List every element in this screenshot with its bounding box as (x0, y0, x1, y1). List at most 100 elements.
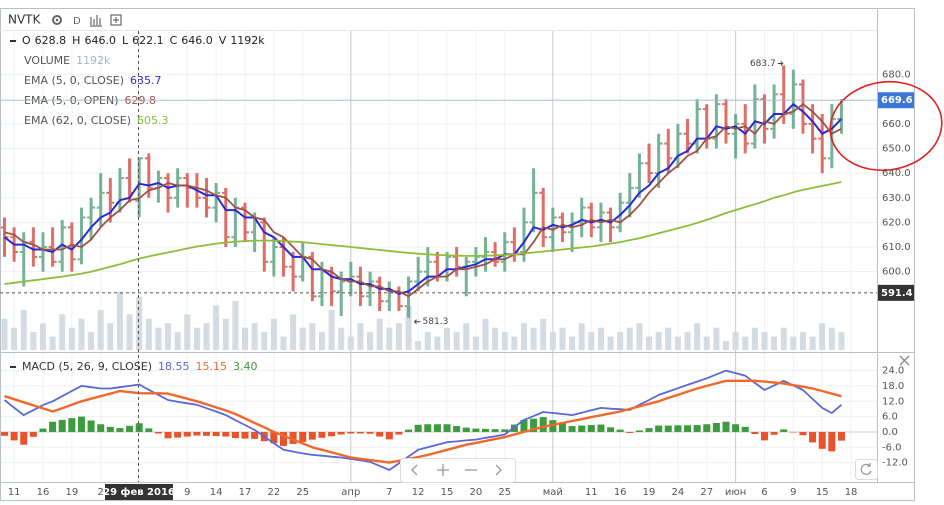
volume-bar (723, 341, 729, 350)
volume-bar (665, 327, 672, 350)
macd-legend: MACD (5, 26, 9, CLOSE) 18.55 15.15 3.40 (22, 360, 258, 373)
ema-line (4, 103, 842, 298)
histogram-bar (549, 420, 557, 432)
volume-bar (395, 323, 402, 350)
y-tick-label: 6.0 (882, 412, 898, 423)
interval[interactable]: D (73, 16, 81, 27)
histogram-bar (87, 420, 95, 432)
ohlc-bar (452, 247, 461, 277)
histogram-bar (164, 431, 172, 439)
volume-bar (280, 336, 287, 350)
ohlc-bar (173, 168, 182, 208)
histogram-bar (58, 419, 66, 432)
volume-bar (578, 323, 585, 350)
collapse-icon[interactable] (10, 366, 16, 368)
volume-bar (165, 323, 172, 350)
close-panel-button[interactable] (899, 355, 910, 366)
histogram-bar (664, 425, 672, 432)
ohlc-bar (760, 94, 769, 144)
volume-bar (434, 336, 441, 350)
volume-bar (549, 332, 556, 350)
histogram-bar (607, 427, 615, 432)
ohlc-bar (164, 173, 173, 213)
histogram-bar (366, 431, 374, 434)
volume-bar (68, 327, 75, 350)
ohlc-bar (77, 207, 86, 265)
symbol[interactable]: NVTK (8, 13, 42, 27)
volume-bar (819, 323, 826, 350)
histogram-bar (405, 429, 413, 432)
ohlc-bar (500, 232, 509, 272)
volume-bar (126, 314, 133, 350)
histogram-bar (376, 431, 384, 437)
histogram-bar (1, 431, 8, 436)
ohlc-key: H (72, 34, 80, 47)
reset-button[interactable] (855, 459, 878, 480)
compare-icon[interactable] (110, 14, 122, 26)
x-tick-label: 25 (296, 487, 309, 498)
histogram-bar (635, 430, 643, 432)
histogram-bar (626, 431, 634, 433)
x-tick-label: 14 (210, 487, 223, 498)
volume-bar (415, 341, 422, 350)
navigation-box (400, 458, 516, 483)
y-tick-label: 660.0 (882, 119, 911, 130)
ohlc-bar (722, 99, 730, 144)
histogram-bar (424, 424, 432, 432)
histogram-bar (126, 425, 134, 432)
histogram-bar (289, 431, 297, 444)
histogram-bar (20, 431, 28, 445)
ohlc-bar (712, 94, 721, 149)
ohlc-value: 628.8 (35, 34, 67, 47)
histogram-bar (39, 428, 47, 432)
volume-bar (290, 314, 297, 350)
histogram-bar (655, 425, 663, 432)
histogram-bar (472, 428, 480, 432)
volume-bar (540, 318, 547, 350)
histogram-bar (568, 426, 576, 432)
ohlc-bar (202, 178, 211, 218)
ema-line (3, 103, 843, 295)
volume-bar (492, 327, 499, 350)
y-tick-label: 0.0 (882, 427, 898, 438)
x-tick-label: 2 (98, 487, 104, 498)
histogram-bar (279, 431, 287, 447)
plot (0, 65, 846, 471)
ohlc-bar (625, 173, 634, 218)
histogram-bar (530, 418, 538, 432)
legend-name: EMA (62, 0, CLOSE) (24, 114, 131, 127)
x-tick-label: 6 (761, 487, 767, 498)
y-tick-label: 620.0 (882, 217, 911, 228)
histogram-bar (616, 429, 624, 432)
ohlc-bar (414, 256, 423, 292)
settings-icon[interactable] (52, 15, 62, 25)
ohlc-bar (529, 168, 538, 233)
y-tick-label: 24.0 (882, 366, 904, 377)
y-tick-label: 630.0 (882, 193, 911, 204)
y-tick-label: 640.0 (882, 168, 911, 179)
volume-bar (790, 336, 797, 350)
histogram-bar (174, 431, 182, 438)
volume-bar (463, 323, 470, 350)
x-tick-label: 16 (37, 487, 50, 498)
last-price-box (878, 92, 914, 109)
chart-type-icon[interactable] (90, 15, 102, 27)
zoom-in-button[interactable] (437, 464, 449, 476)
volume-bar (116, 292, 123, 350)
volume-bar (646, 336, 653, 350)
volume-bar (39, 323, 46, 350)
ohlc-bar (539, 187, 548, 248)
scroll-left-button[interactable] (411, 464, 418, 476)
volume-bar (607, 336, 614, 350)
scroll-right-button[interactable] (495, 464, 502, 476)
y-tick-label: -12.0 (882, 458, 908, 469)
collapse-icon[interactable] (10, 40, 16, 42)
volume-bar (732, 332, 739, 350)
histogram-bar (356, 431, 364, 434)
histogram-bar (145, 428, 153, 432)
volume-bar (49, 336, 56, 350)
volume-bar (11, 327, 18, 350)
volume-bar (299, 327, 306, 350)
volume-bar (357, 323, 364, 350)
